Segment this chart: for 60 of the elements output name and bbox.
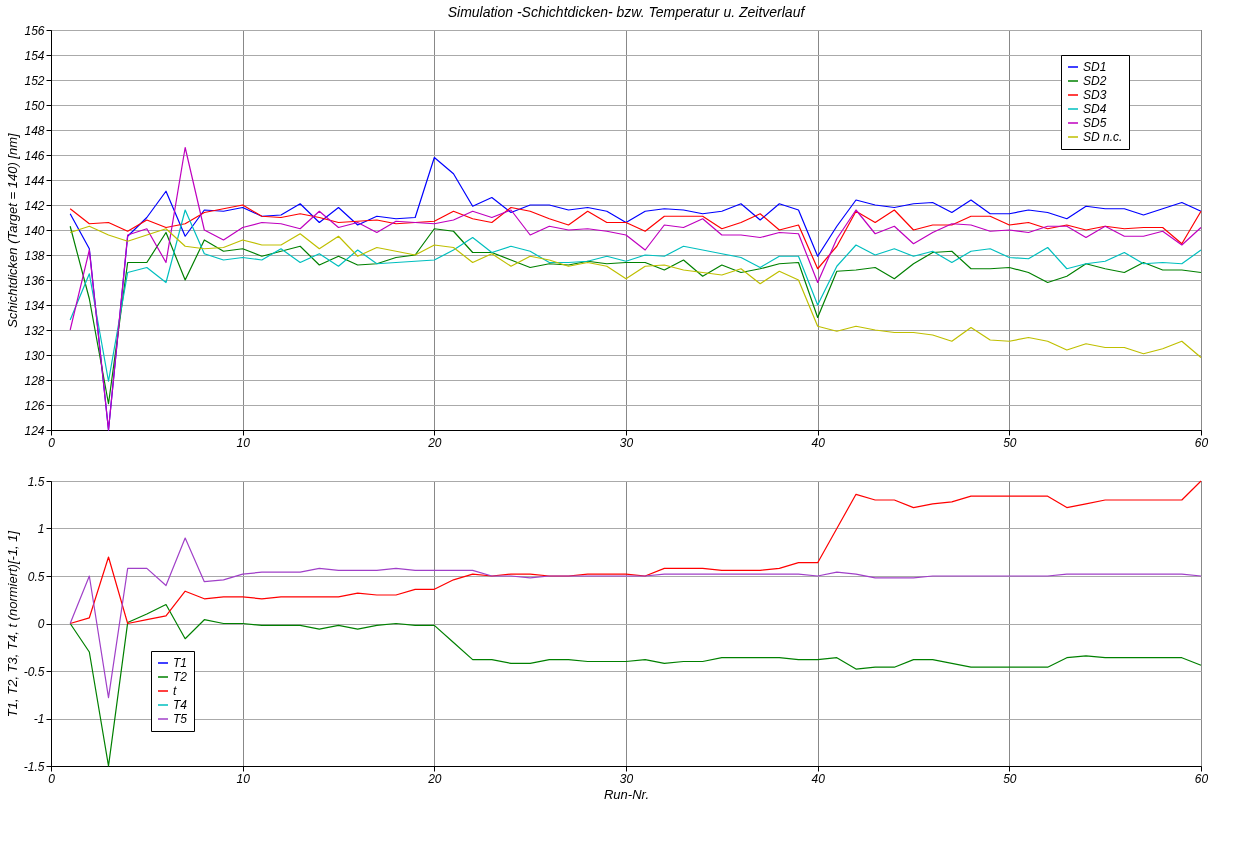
y-axis-title: Schichtdicken (Target = 140) [nm] xyxy=(5,132,21,328)
y-tick-label: 138 xyxy=(24,248,45,263)
x-axis-title: Run-Nr. xyxy=(603,786,650,802)
legend-label: T1 xyxy=(173,656,188,670)
line-series xyxy=(69,225,1202,359)
line-series xyxy=(69,480,1202,625)
x-tick-label: 0 xyxy=(48,771,56,786)
y-tick-label: 148 xyxy=(24,123,45,138)
y-tick-label: -1.5 xyxy=(23,759,45,774)
y-tick-label: 152 xyxy=(24,73,45,88)
line-series xyxy=(69,537,1202,699)
y-tick-label: 156 xyxy=(24,23,45,38)
line-series xyxy=(69,204,1202,270)
y-tick-label: 0.5 xyxy=(27,569,45,584)
x-tick-label: 50 xyxy=(1003,771,1017,786)
x-tick-label: 30 xyxy=(619,435,634,450)
y-tick-label: 132 xyxy=(24,323,45,338)
y-tick-label: 150 xyxy=(24,98,45,113)
legend-label: T5 xyxy=(173,712,188,726)
y-tick-label: -0.5 xyxy=(23,664,45,679)
legend-label: T2 xyxy=(173,670,188,684)
y-tick-label: 134 xyxy=(24,298,45,313)
legend-label: SD n.c. xyxy=(1083,130,1123,144)
legend-label: T4 xyxy=(173,698,188,712)
y-tick-label: 1 xyxy=(37,522,45,536)
legend-label: SD2 xyxy=(1083,74,1107,88)
x-tick-label: 40 xyxy=(811,771,826,786)
x-tick-label: 10 xyxy=(236,771,251,786)
legend-label: SD1 xyxy=(1083,60,1107,74)
y-tick-label: 128 xyxy=(24,373,45,388)
legend-label: SD3 xyxy=(1083,88,1107,102)
y-tick-label: 126 xyxy=(24,398,45,413)
legend-label: t xyxy=(173,684,177,698)
x-tick-label: 40 xyxy=(811,435,826,450)
line-series xyxy=(69,603,1202,767)
x-tick-label: 50 xyxy=(1003,435,1017,450)
y-tick-label: 136 xyxy=(24,273,45,288)
y-tick-label: -1 xyxy=(33,712,45,726)
x-tick-label: 60 xyxy=(1194,435,1209,450)
y-tick-label: 142 xyxy=(24,198,45,213)
legend-label: SD5 xyxy=(1083,116,1107,130)
y-tick-label: 154 xyxy=(24,48,45,63)
x-tick-label: 30 xyxy=(619,771,634,786)
y-axis-title: T1, T2, T3, T4, t (normiert)[-1, 1] xyxy=(4,530,20,718)
x-tick-label: 60 xyxy=(1194,771,1209,786)
chart-title: Simulation -Schichtdicken- bzw. Temperatur u. Zeitverlauf xyxy=(447,4,807,20)
legend-label: SD4 xyxy=(1083,102,1107,116)
y-tick-label: 140 xyxy=(24,223,45,238)
y-tick-label: 1.5 xyxy=(27,474,45,489)
line-series xyxy=(69,209,1202,382)
line-series xyxy=(69,225,1202,405)
y-tick-label: 124 xyxy=(24,423,45,438)
x-tick-label: 10 xyxy=(236,435,251,450)
y-tick-label: 144 xyxy=(24,173,45,188)
y-tick-label: 146 xyxy=(24,148,45,163)
y-tick-label: 130 xyxy=(24,348,45,363)
x-tick-label: 20 xyxy=(427,435,442,450)
x-tick-label: 0 xyxy=(48,435,56,450)
x-tick-label: 20 xyxy=(427,771,442,786)
y-tick-label: 0 xyxy=(37,617,45,631)
